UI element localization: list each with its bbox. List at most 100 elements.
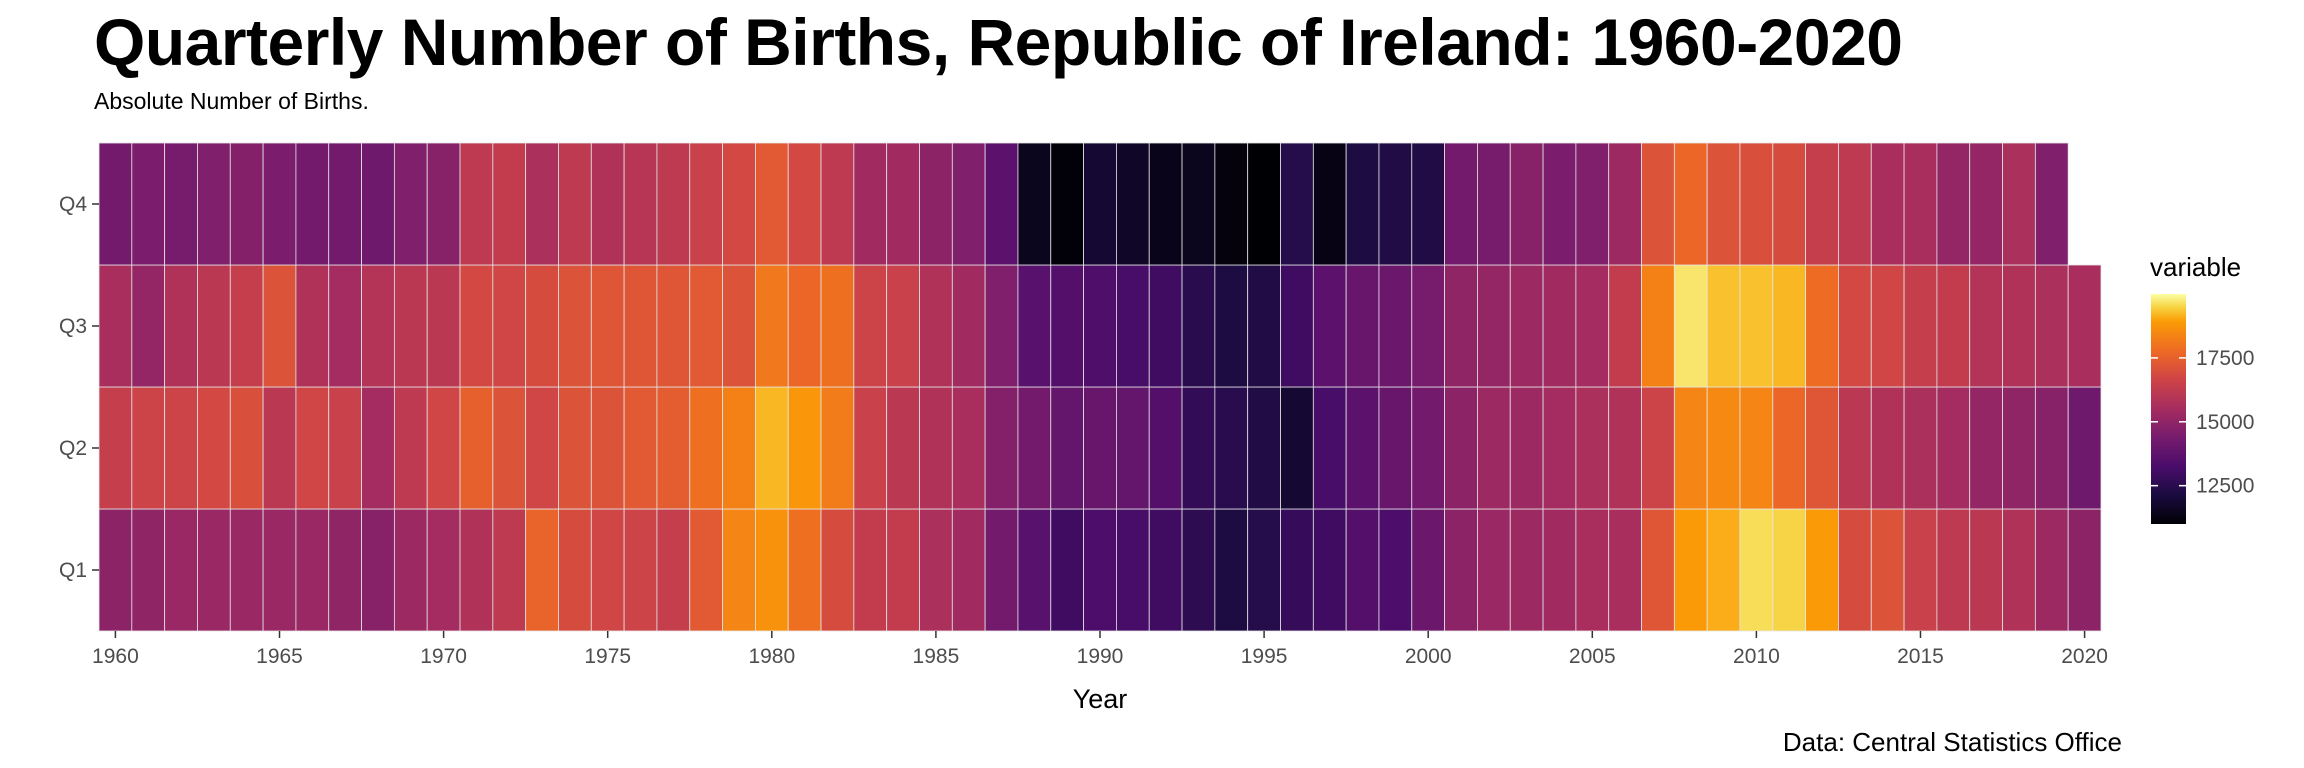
cell-Q1-1993 (1181, 508, 1216, 632)
cell-Q3-2002 (1477, 264, 1511, 388)
cell-Q2-2009 (1706, 386, 1741, 510)
cell-Q1-1985 (919, 508, 953, 632)
cell-Q1-2018 (2002, 508, 2036, 632)
cell-Q3-1980 (754, 264, 789, 388)
cell-Q4-2002 (1477, 142, 1511, 266)
cell-Q1-2003 (1509, 508, 1544, 632)
cell-Q3-1993 (1181, 264, 1216, 388)
cell-Q4-1989 (1050, 142, 1084, 266)
cell-Q2-2012 (1805, 386, 1839, 510)
cell-Q4-2006 (1608, 142, 1642, 266)
cell-Q1-1963 (197, 508, 231, 632)
cell-Q4-2009 (1706, 142, 1741, 266)
x-tick-label: 2015 (1897, 645, 1944, 668)
cell-Q4-1988 (1017, 142, 1052, 266)
cell-Q4-2018 (2002, 142, 2036, 266)
cell-Q3-1964 (229, 264, 264, 388)
y-tick-label: Q3 (59, 315, 87, 338)
cell-Q3-2006 (1608, 264, 1642, 388)
cell-Q1-1999 (1378, 508, 1413, 632)
cell-Q3-1994 (1214, 264, 1249, 388)
cell-Q3-1983 (853, 264, 888, 388)
cell-Q3-2015 (1903, 264, 1938, 388)
cell-Q4-1962 (164, 142, 198, 266)
chart-title: Quarterly Number of Births, Republic of … (94, 5, 1903, 79)
cell-Q3-2014 (1870, 264, 1905, 388)
cell-Q2-1968 (361, 386, 395, 510)
cell-Q1-1987 (984, 508, 1019, 632)
cell-Q3-2004 (1542, 264, 1577, 388)
cell-Q1-1995 (1247, 508, 1281, 632)
x-tick-label: 1990 (1077, 645, 1124, 668)
cell-Q3-2020 (2067, 264, 2102, 388)
cell-Q3-1978 (689, 264, 723, 388)
cell-Q2-2016 (1936, 386, 1971, 510)
cell-Q2-1982 (820, 386, 855, 510)
cell-Q2-2020 (2067, 386, 2102, 510)
x-tick-label: 2020 (2061, 645, 2108, 668)
cell-Q1-1986 (951, 508, 986, 632)
cell-Q2-1989 (1050, 386, 1084, 510)
cell-Q3-2016 (1936, 264, 1971, 388)
cell-Q4-1971 (459, 142, 494, 266)
cell-Q3-1985 (919, 264, 953, 388)
x-tick-label: 1970 (420, 645, 467, 668)
cell-Q4-2007 (1641, 142, 1675, 266)
cell-Q2-1981 (787, 386, 822, 510)
cell-Q1-1981 (787, 508, 822, 632)
cell-Q1-1980 (754, 508, 789, 632)
cell-Q4-1981 (787, 142, 822, 266)
cell-Q2-1998 (1345, 386, 1380, 510)
cell-Q3-2018 (2002, 264, 2036, 388)
cell-Q4-1987 (984, 142, 1019, 266)
cell-Q1-2017 (1969, 508, 2003, 632)
cell-Q2-2004 (1542, 386, 1577, 510)
cell-Q4-2019 (2034, 142, 2069, 266)
cell-Q3-1998 (1345, 264, 1380, 388)
cell-Q4-1995 (1247, 142, 1281, 266)
cell-Q4-1986 (951, 142, 986, 266)
cell-Q1-1972 (492, 508, 527, 632)
cell-Q2-1983 (853, 386, 888, 510)
cell-Q3-1989 (1050, 264, 1084, 388)
cell-Q3-1968 (361, 264, 395, 388)
cell-Q4-1997 (1312, 142, 1347, 266)
cell-Q4-1967 (328, 142, 362, 266)
cell-Q4-1999 (1378, 142, 1413, 266)
cell-Q4-2008 (1673, 142, 1708, 266)
cell-Q3-1986 (951, 264, 986, 388)
cell-Q3-2017 (1969, 264, 2003, 388)
cell-Q4-1963 (197, 142, 231, 266)
cell-Q1-2012 (1805, 508, 1839, 632)
cell-Q2-2010 (1739, 386, 1774, 510)
cell-Q3-1971 (459, 264, 494, 388)
cell-Q1-2010 (1739, 508, 1774, 632)
cell-Q3-1970 (426, 264, 461, 388)
cell-Q2-2018 (2002, 386, 2036, 510)
x-tick-label: 1965 (256, 645, 303, 668)
cell-Q4-1992 (1148, 142, 1183, 266)
x-tick-label: 1975 (584, 645, 631, 668)
cell-Q2-2017 (1969, 386, 2003, 510)
cell-Q3-1995 (1247, 264, 1281, 388)
cell-Q3-1982 (820, 264, 855, 388)
cell-Q3-1969 (393, 264, 428, 388)
cell-Q2-2003 (1509, 386, 1544, 510)
x-tick-label: 1995 (1241, 645, 1288, 668)
cell-Q2-2008 (1673, 386, 1708, 510)
cell-Q3-1999 (1378, 264, 1413, 388)
cell-Q2-2015 (1903, 386, 1938, 510)
cell-Q2-1972 (492, 386, 527, 510)
cell-Q4-1998 (1345, 142, 1380, 266)
cell-Q4-2015 (1903, 142, 1938, 266)
color-legend: variable 12500 15000 17500 (2150, 252, 2254, 524)
cell-Q4-1966 (295, 142, 330, 266)
cell-Q2-2005 (1575, 386, 1610, 510)
cell-Q4-1964 (229, 142, 264, 266)
cell-Q3-2001 (1444, 264, 1478, 388)
cell-Q2-1999 (1378, 386, 1413, 510)
cell-Q4-1990 (1083, 142, 1117, 266)
cell-Q2-2013 (1838, 386, 1872, 510)
cell-Q3-1990 (1083, 264, 1117, 388)
